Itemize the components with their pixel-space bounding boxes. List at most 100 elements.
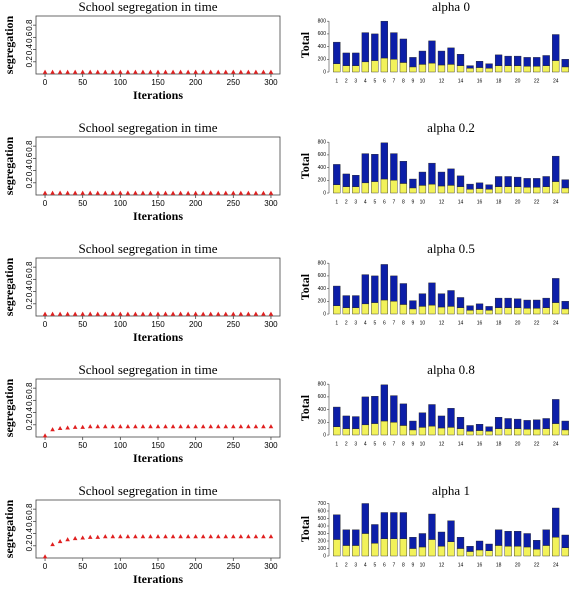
point [118, 69, 123, 74]
scatter-chart: School segregation in time 0 50 100 150 200 25… [2, 120, 281, 223]
x-tick-label: 18 [496, 562, 502, 568]
bar-segment [409, 420, 417, 431]
bar-segment [342, 545, 350, 557]
bar-segment [542, 418, 550, 429]
x-tick-label: 300 [264, 562, 278, 571]
bar-segment [485, 426, 493, 432]
bar-segment [428, 62, 436, 73]
bar-segment [447, 290, 455, 307]
y-tick-label: 300 [318, 531, 327, 537]
point [42, 190, 48, 195]
bar-segment [447, 64, 455, 73]
x-tick-label: 5 [373, 199, 376, 205]
point [133, 534, 138, 539]
bar-segment [552, 278, 560, 303]
point [253, 311, 259, 316]
point [42, 554, 48, 559]
bar-segment [447, 520, 455, 542]
bar-segment [475, 424, 484, 431]
bar-segment [542, 307, 550, 315]
y-tick-label: 400 [318, 286, 327, 292]
bar-segment [561, 547, 569, 557]
point [80, 190, 85, 195]
point [72, 424, 78, 429]
point [261, 534, 266, 539]
x-tick-label: 6 [383, 441, 386, 447]
point [140, 190, 146, 195]
point [178, 534, 183, 539]
bar-segment [352, 52, 360, 66]
chart-title: alpha 0 [432, 0, 470, 14]
bar-segment [371, 524, 379, 544]
x-tick-label: 10 [420, 78, 426, 84]
point [200, 311, 206, 316]
point [261, 69, 266, 74]
bar-segment [485, 550, 493, 557]
bar-segment [380, 142, 388, 180]
bar-segment [371, 154, 379, 182]
point [65, 425, 70, 430]
point [72, 535, 78, 541]
point [215, 424, 221, 429]
bar-segment [523, 429, 531, 436]
point [155, 534, 161, 539]
bar-segment [542, 297, 550, 308]
bar-segment [494, 297, 503, 308]
bar-segment [561, 308, 569, 315]
point [163, 424, 168, 429]
bar-segment [418, 171, 427, 186]
bar-segment [466, 309, 474, 315]
point [87, 311, 93, 316]
x-tick-label: 22 [534, 562, 540, 568]
bar-segment [333, 164, 341, 185]
point [42, 69, 48, 74]
point [148, 311, 153, 316]
point [170, 534, 176, 539]
y-tick-label: 0.6 [25, 273, 34, 285]
bar-segment [533, 308, 541, 315]
scatter-chart: School segregation in time 0 50 100 150 200 25… [2, 241, 281, 344]
bar-segment [533, 178, 541, 188]
point [125, 69, 131, 74]
bar-segment [399, 538, 408, 557]
bar-segment [371, 396, 379, 424]
bar-segment [504, 307, 512, 315]
y-tick-label: 0.6 [25, 152, 34, 164]
point [223, 69, 229, 74]
bar-segment [552, 507, 560, 538]
bar-segment [542, 529, 550, 546]
point [125, 534, 131, 539]
x-tick-label: 2 [345, 78, 348, 84]
bar-segment [390, 538, 398, 557]
x-tick-label: 16 [477, 199, 483, 205]
point [148, 424, 153, 429]
point [268, 190, 274, 195]
bar-segment [380, 299, 388, 315]
x-tick-label: 3 [354, 199, 357, 205]
point [208, 69, 214, 74]
x-tick-label: 14 [458, 562, 464, 568]
x-tick-label: 16 [477, 320, 483, 326]
bar-segment [494, 529, 503, 546]
x-tick-label: 300 [264, 320, 278, 329]
bar-segment [466, 430, 474, 436]
x-tick-label: 20 [515, 320, 521, 326]
point [193, 424, 198, 429]
bar-segment [390, 59, 398, 73]
bar-segment [342, 186, 350, 194]
x-tick-label: 7 [392, 441, 395, 447]
point [170, 424, 176, 429]
chart-title: alpha 0.8 [427, 362, 475, 377]
bar-segment [390, 275, 398, 302]
bar-segment [352, 186, 360, 194]
bar-segment [485, 188, 493, 194]
x-tick-label: 8 [402, 441, 405, 447]
bar-segment [514, 418, 522, 429]
y-tick-label: 200 [318, 178, 327, 184]
bar-segment [533, 419, 541, 430]
x-tick-label: 18 [496, 320, 502, 326]
bar-segment [428, 539, 436, 557]
point [238, 534, 244, 539]
point [268, 534, 274, 539]
bar-segment [333, 406, 341, 427]
